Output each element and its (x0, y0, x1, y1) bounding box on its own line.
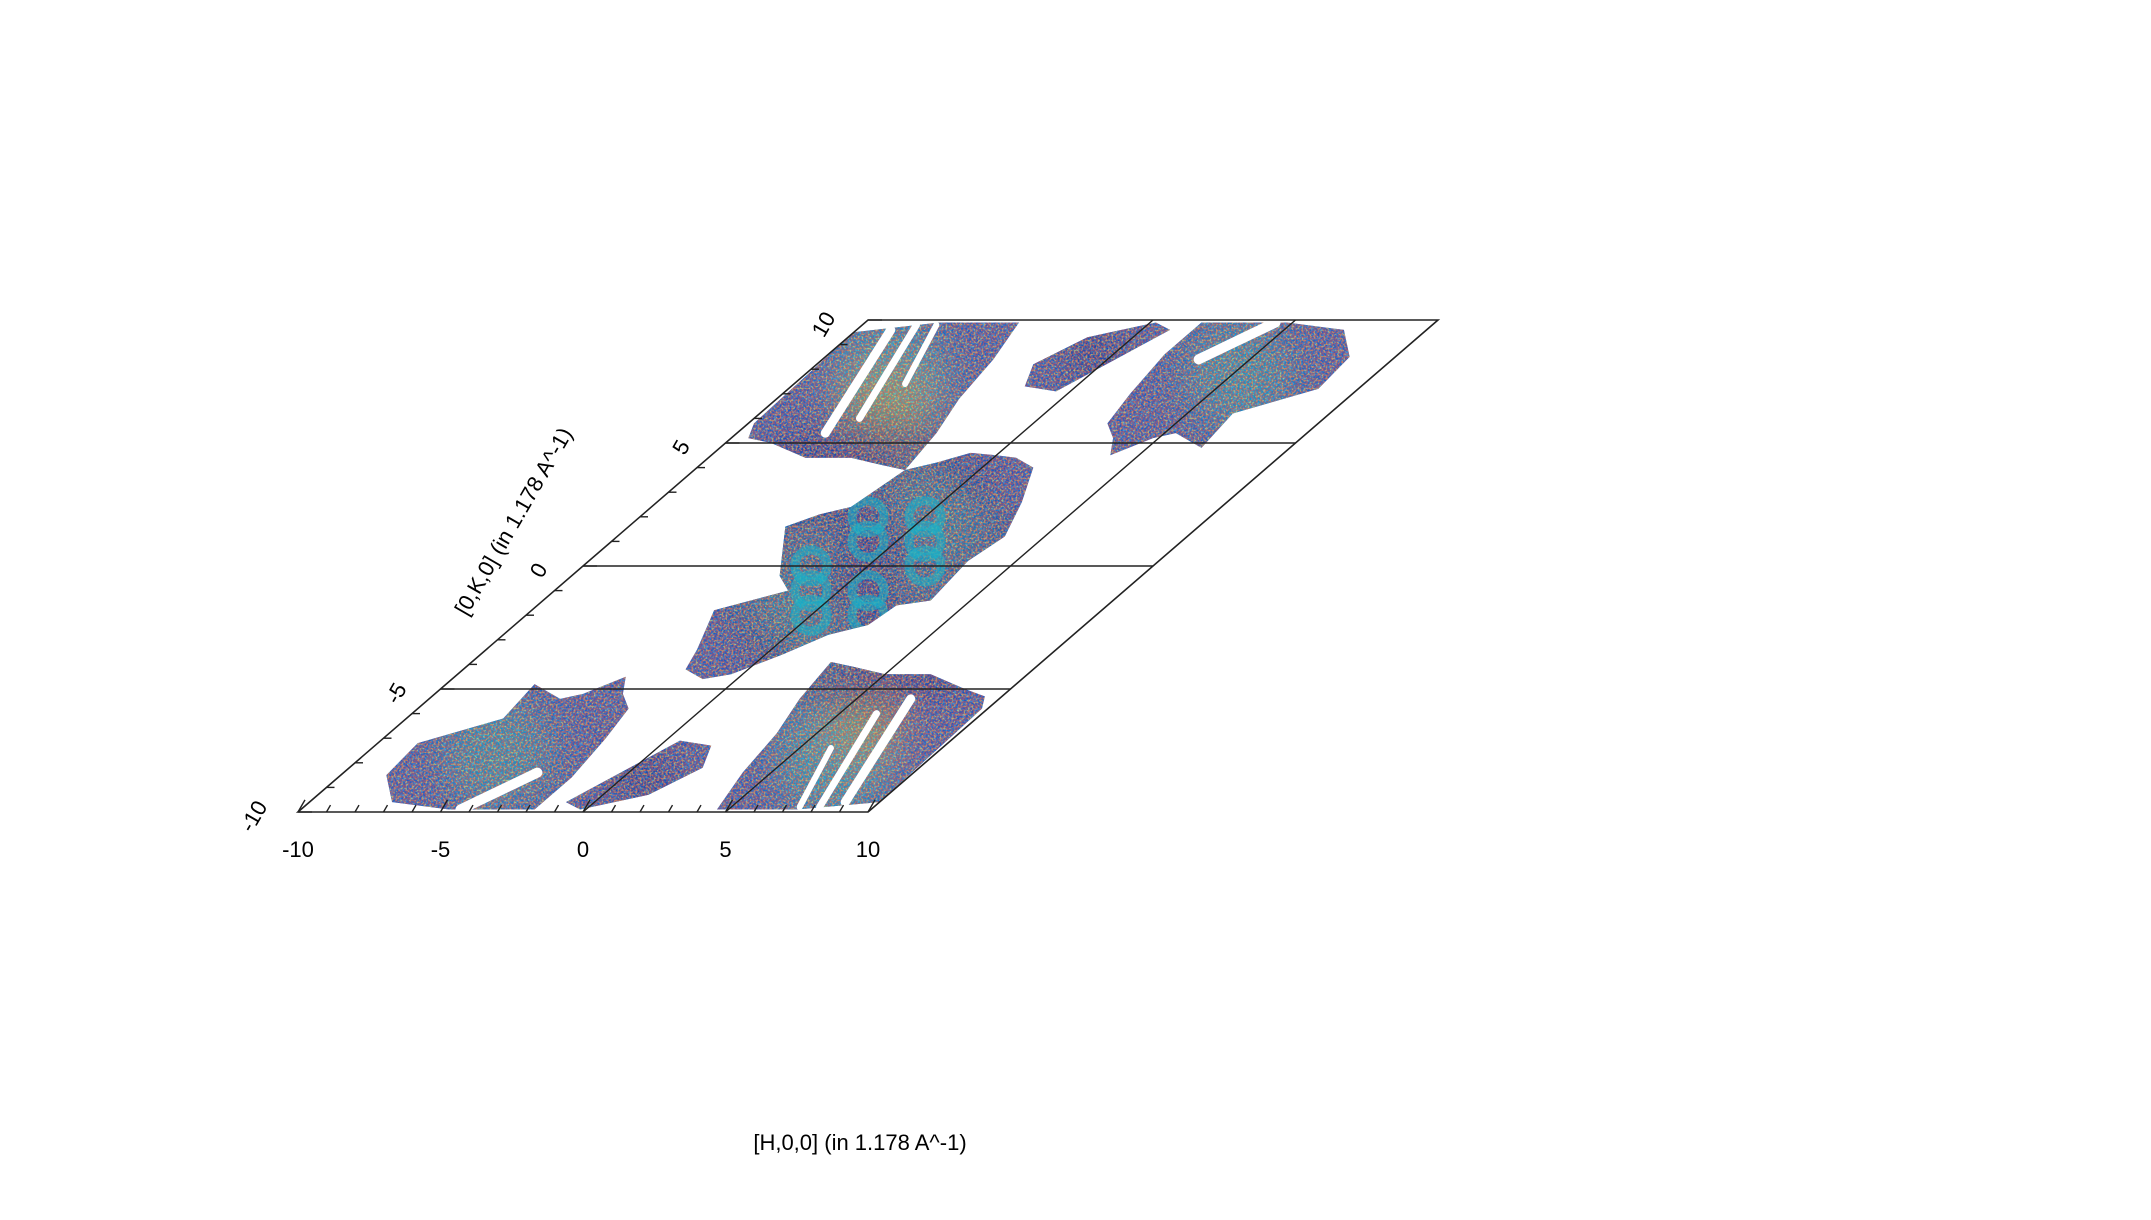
y-tick-label: -5 (380, 679, 411, 708)
x-tick (553, 804, 560, 813)
x-tick (411, 804, 417, 813)
y-tick-label: 10 (807, 307, 841, 341)
x-tick (810, 804, 816, 813)
x-tick-label: 10 (856, 837, 880, 862)
detector-gap (455, 767, 543, 812)
x-tick (667, 804, 674, 813)
y-tick-label: 5 (667, 436, 695, 459)
detector-gap (816, 710, 881, 811)
hex-ring-peak (904, 496, 946, 538)
hex-ring-peak (847, 520, 889, 562)
x-tick (838, 804, 845, 813)
x-tick (582, 799, 591, 813)
x-tick (724, 799, 734, 813)
x-tick (382, 804, 389, 813)
x-axis-ticks (297, 799, 876, 813)
hex-ring-peak (790, 570, 832, 612)
detector-gap (902, 321, 940, 387)
x-tick-label: 5 (719, 837, 731, 862)
x-tick (525, 804, 531, 813)
x-tick (696, 804, 702, 813)
x-tick (781, 804, 788, 813)
x-axis-title: [H,0,0] (in 1.178 A^-1) (753, 1130, 966, 1155)
y-tick-label: -10 (235, 796, 273, 836)
x-tick (496, 804, 503, 813)
grid-lines (440, 319, 1296, 813)
x-tick (639, 804, 645, 813)
x-axis-tick-labels: -10 -5 0 5 10 (282, 837, 880, 862)
y-axis-ticks (298, 319, 882, 813)
detector-gap (855, 321, 920, 422)
detector-gap (1193, 320, 1281, 365)
hex-ring-peak (790, 594, 832, 636)
hex-ring-peak (847, 570, 889, 612)
x-tick (297, 799, 306, 813)
x-tick (354, 804, 360, 813)
x-tick (468, 804, 474, 813)
plot-frame (295, 319, 1441, 813)
y-tick-label: 0 (525, 559, 553, 582)
detector-gap (796, 745, 834, 811)
detector-gaps (455, 320, 1281, 812)
x-tick-label: -5 (431, 837, 451, 862)
x-tick (610, 804, 617, 813)
x-tick (753, 804, 759, 813)
x-tick (325, 804, 332, 813)
hex-ring-peak (847, 496, 889, 538)
detector-gap (840, 694, 916, 807)
detector-gap (820, 325, 896, 438)
hex-ring-peak (904, 520, 946, 562)
x-tick-label: -10 (282, 837, 314, 862)
x-tick-label: 0 (577, 837, 589, 862)
x-tick (867, 799, 876, 813)
x-tick (439, 799, 449, 813)
